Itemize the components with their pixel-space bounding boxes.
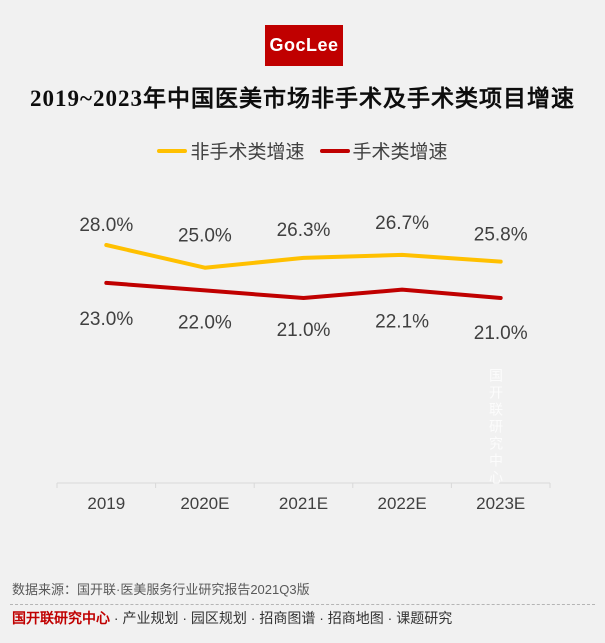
footer-services: · 产业规划 · 园区规划 · 招商图谱 · 招商地图 · 课题研究 <box>110 610 453 626</box>
chart-legend: 非手术类增速 手术类增速 <box>0 137 605 164</box>
legend-item-surgical: 手术类增速 <box>319 137 448 164</box>
line-chart: 2019 2020E 2021E 2022E 2023E 28.0% 25.0% 26.3% 2… <box>0 195 605 535</box>
x-axis-label: 2021E <box>279 494 328 513</box>
surgical-line-swatch <box>319 148 350 153</box>
surgical-data-label: 23.0% <box>79 309 133 330</box>
x-axis-label: 2019 <box>87 494 125 513</box>
brand-logo: GocLee <box>265 25 343 66</box>
legend-label-nonsurgical: 非手术类增速 <box>190 142 305 163</box>
line-chart-canvas: 2019 2020E 2021E 2022E 2023E 28.0% 25.0% 26.3% 2… <box>56 213 551 513</box>
surgical-data-label: 21.0% <box>474 323 528 344</box>
dashed-divider <box>10 604 595 605</box>
surgical-data-label: 22.0% <box>178 312 232 333</box>
legend-item-nonsurgical: 非手术类增速 <box>157 137 305 164</box>
surgical-line <box>104 280 503 300</box>
nonsurgical-data-label: 26.7% <box>375 213 429 234</box>
nonsurgical-line <box>104 243 503 270</box>
brand-logo-text: GocLee <box>269 35 339 55</box>
nonsurgical-data-label: 28.0% <box>79 215 133 236</box>
nonsurgical-data-label: 26.3% <box>277 220 331 241</box>
surgical-data-label: 22.1% <box>375 312 429 333</box>
nonsurgical-line-swatch <box>157 148 188 153</box>
footer: 国开联研究中心 · 产业规划 · 园区规划 · 招商图谱 · 招商地图 · 课题… <box>12 608 452 628</box>
data-source: 数据来源：国开联·医美服务行业研究报告2021Q3版 <box>12 582 310 597</box>
watermark: 国开联研究中心 <box>488 368 504 487</box>
nonsurgical-data-label: 25.8% <box>474 225 528 246</box>
chart-title: 2019~2023年中国医美市场非手术及手术类项目增速 <box>30 86 575 111</box>
nonsurgical-data-label: 25.0% <box>178 226 232 247</box>
x-axis-label: 2022E <box>378 494 427 513</box>
legend-label-surgical: 手术类增速 <box>352 142 448 163</box>
x-axis-label: 2020E <box>180 494 229 513</box>
x-axis-label: 2023E <box>476 494 525 513</box>
footer-brand: 国开联研究中心 <box>12 610 110 626</box>
surgical-data-label: 21.0% <box>277 320 331 341</box>
